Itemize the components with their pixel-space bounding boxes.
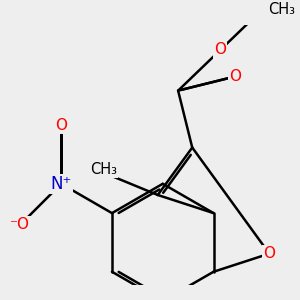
Text: O: O [263, 246, 275, 261]
Text: N⁺: N⁺ [50, 175, 72, 193]
Text: O: O [214, 42, 226, 57]
Text: CH₃: CH₃ [90, 162, 117, 177]
Text: O: O [55, 118, 67, 133]
Text: CH₃: CH₃ [268, 2, 295, 17]
Text: ⁻O: ⁻O [10, 217, 30, 232]
Text: O: O [229, 69, 241, 84]
